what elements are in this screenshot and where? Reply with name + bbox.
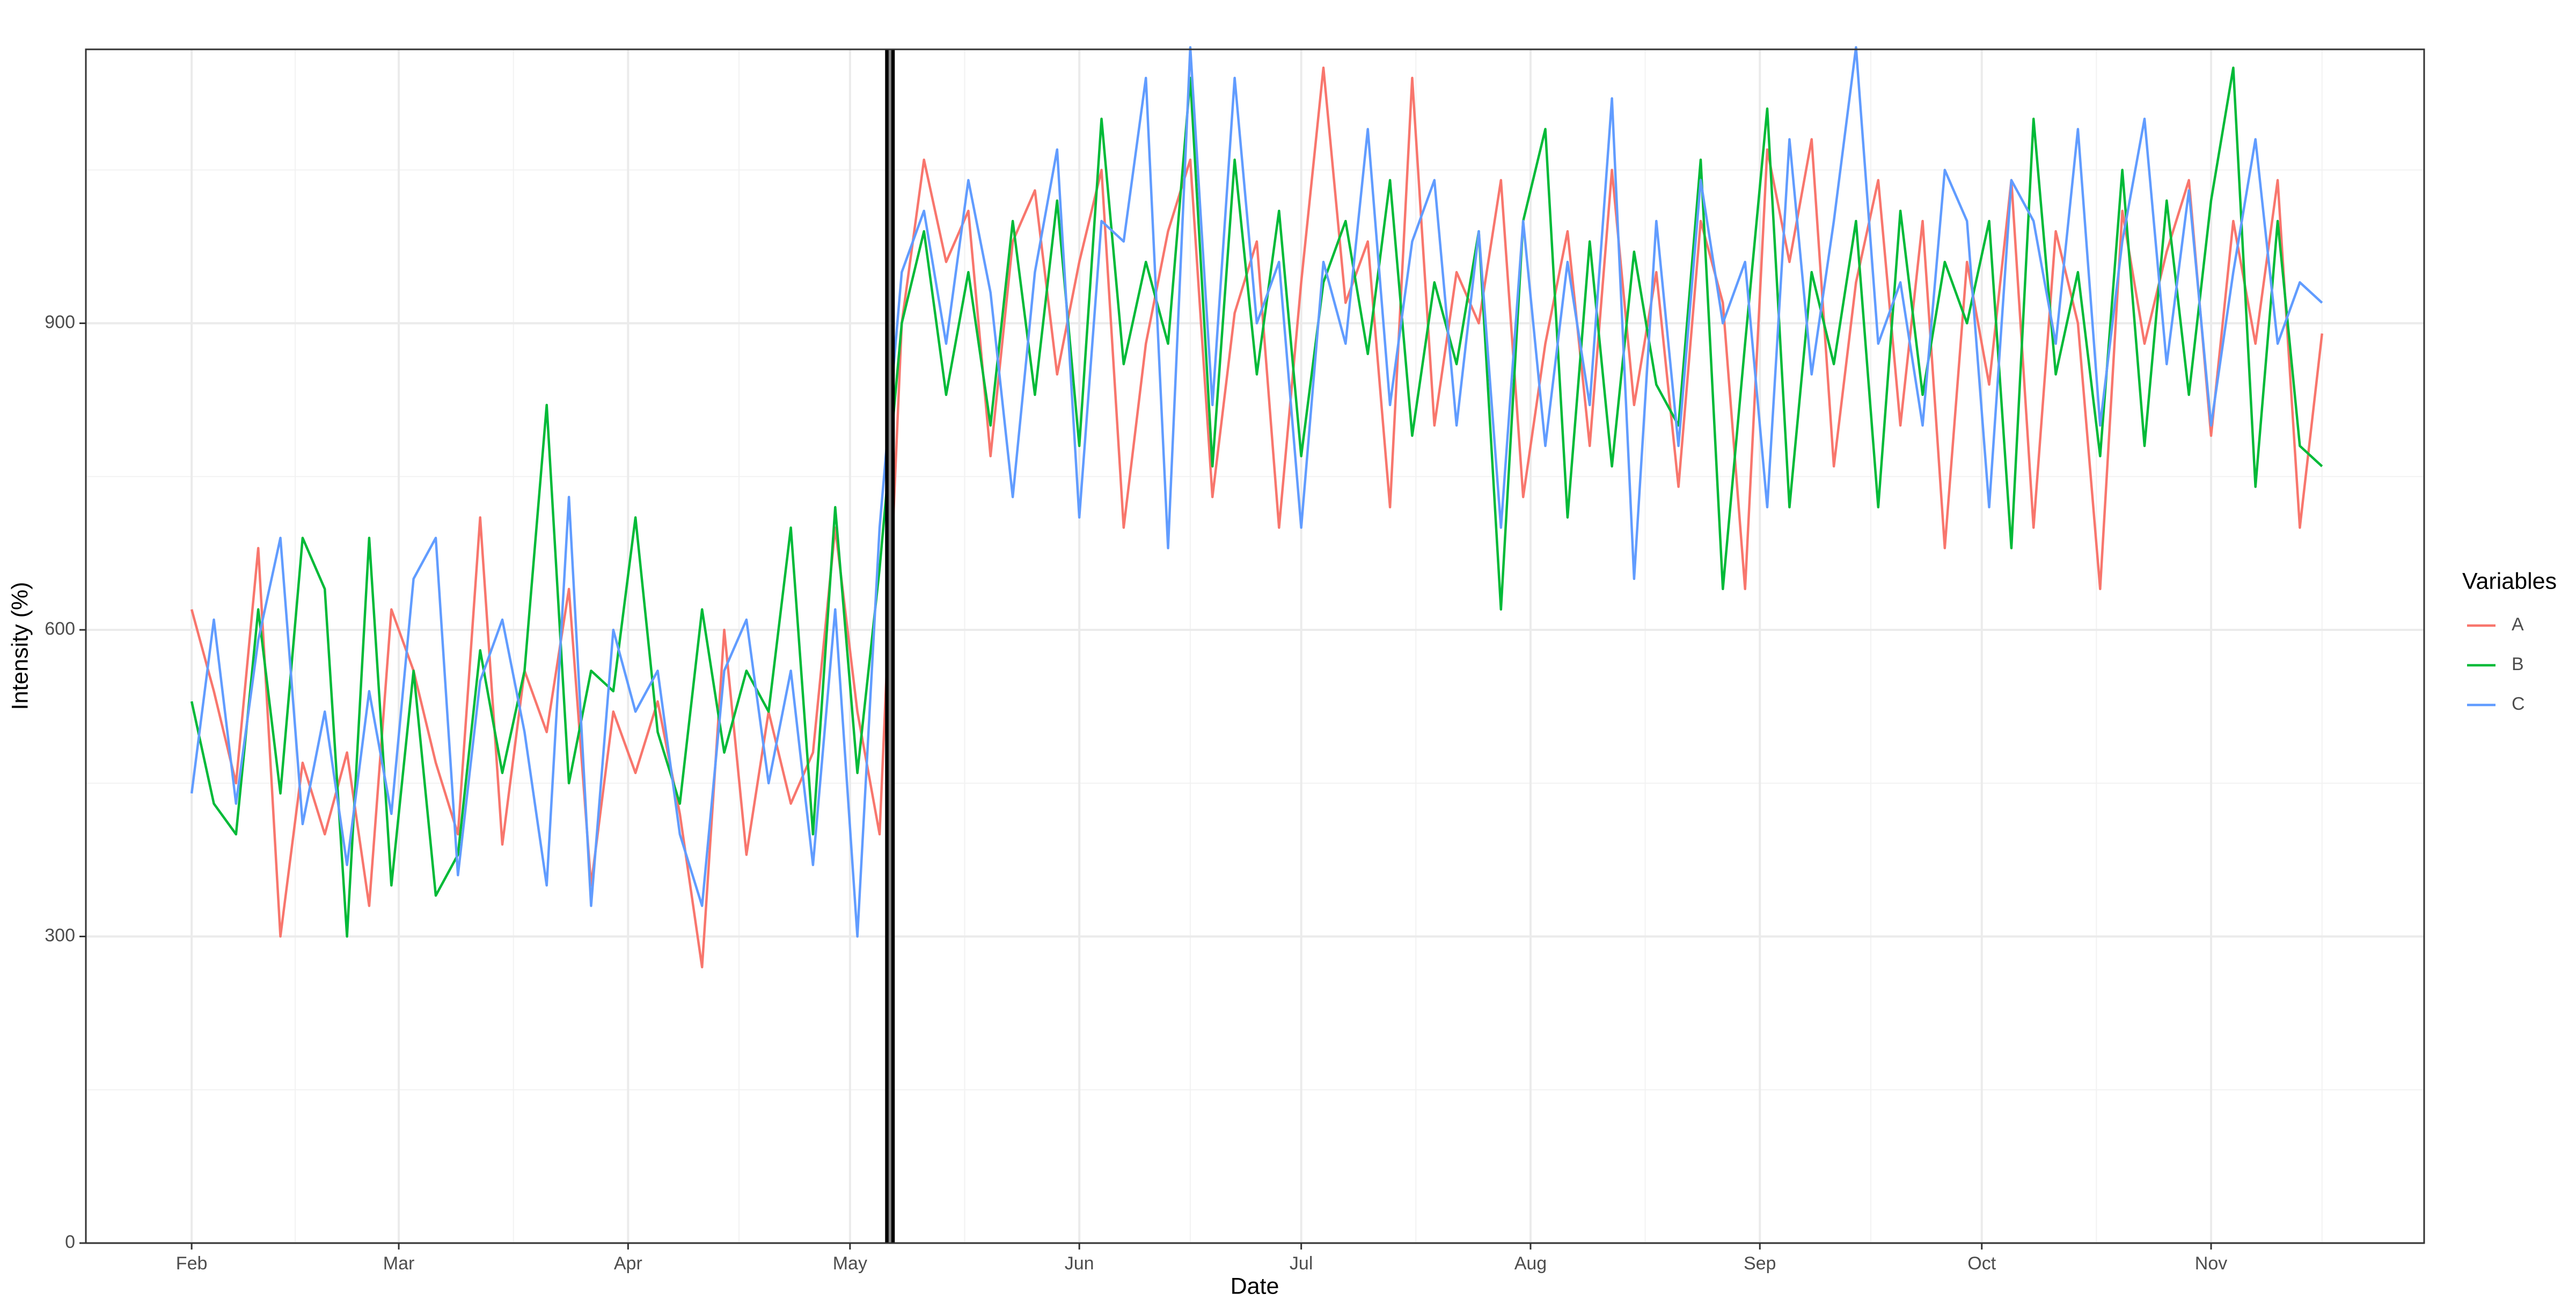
x-tick-label: Feb [176, 1253, 208, 1274]
x-tick-label: Apr [614, 1253, 642, 1274]
x-tick-label: Aug [1514, 1253, 1547, 1274]
y-tick-label: 300 [45, 925, 75, 945]
series-line [190, 67, 2324, 968]
x-tick-label: Sep [1744, 1253, 1776, 1274]
x-tick-label: Mar [383, 1253, 415, 1274]
legend-label: A [2512, 614, 2524, 635]
panel-border [85, 48, 2425, 1244]
x-tick-label: Jul [1290, 1253, 1313, 1274]
legend-label: C [2512, 694, 2525, 714]
legend-title: Variables [2462, 568, 2557, 594]
legend-label: B [2512, 654, 2524, 674]
x-tick-label: Nov [2195, 1253, 2227, 1274]
series-line [190, 67, 2323, 938]
x-tick-label: Jun [1065, 1253, 1094, 1274]
y-tick-label: 900 [45, 312, 75, 333]
x-axis-title: Date [1231, 1273, 1279, 1299]
x-tick-label: May [833, 1253, 867, 1274]
series-line [190, 46, 2323, 938]
y-axis-title: Intensity (%) [7, 582, 33, 710]
y-tick-label: 0 [65, 1232, 75, 1252]
x-tick-label: Oct [1967, 1253, 1996, 1274]
y-tick-label: 600 [45, 619, 75, 639]
